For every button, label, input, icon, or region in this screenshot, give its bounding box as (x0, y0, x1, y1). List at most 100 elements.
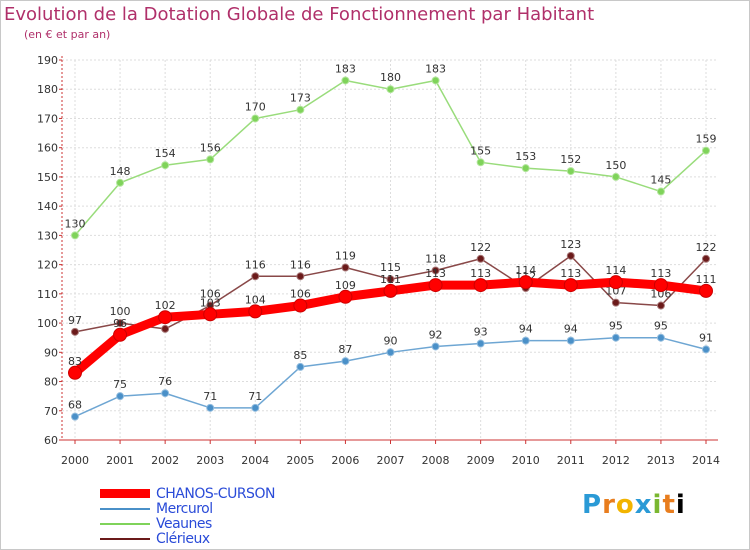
data-label-veaunes: 170 (245, 100, 266, 113)
data-point-cl-rieux (431, 266, 440, 275)
data-point-chanos-curson (203, 307, 218, 322)
data-label-cl-rieux: 118 (425, 252, 446, 265)
data-label-veaunes: 183 (335, 62, 356, 75)
data-point-veaunes (521, 164, 530, 173)
legend-label: Mercurol (156, 500, 213, 517)
data-point-chanos-curson (158, 310, 173, 325)
data-label-chanos-curson: 113 (425, 267, 446, 280)
legend-swatch (100, 489, 150, 498)
legend-item: Mercurol (100, 500, 275, 517)
data-point-cl-rieux (296, 272, 305, 281)
chart-title: Evolution de la Dotation Globale de Fonc… (4, 4, 595, 25)
y-tick-label: 70 (44, 405, 58, 418)
data-point-cl-rieux (566, 251, 575, 260)
data-point-cl-rieux (71, 327, 79, 336)
data-label-chanos-curson: 111 (380, 273, 401, 286)
legend-label: Clérieux (156, 530, 210, 547)
data-point-chanos-curson (68, 365, 82, 380)
data-label-veaunes: 148 (110, 165, 131, 178)
x-tick-label: 2007 (377, 454, 405, 467)
data-point-veaunes (611, 172, 620, 181)
data-point-mercurol (71, 412, 79, 421)
data-point-veaunes (566, 167, 575, 176)
data-label-veaunes: 173 (290, 92, 311, 105)
data-point-veaunes (476, 158, 485, 167)
data-point-mercurol (521, 336, 530, 345)
data-point-chanos-curson (248, 304, 263, 319)
data-point-mercurol (656, 333, 665, 342)
data-label-cl-rieux: 122 (470, 241, 491, 254)
proxiti-logo: Proxiti (582, 490, 686, 520)
data-point-cl-rieux (161, 324, 170, 333)
data-point-cl-rieux (702, 254, 710, 263)
data-label-veaunes: 183 (425, 62, 446, 75)
data-label-veaunes: 156 (200, 141, 221, 154)
data-label-veaunes: 155 (470, 144, 491, 157)
x-tick-label: 2006 (331, 454, 359, 467)
data-label-veaunes: 152 (560, 153, 581, 166)
data-label-mercurol: 95 (609, 320, 623, 333)
x-tick-label: 2003 (196, 454, 224, 467)
data-point-veaunes (116, 178, 125, 187)
legend-item: Veaunes (100, 516, 275, 532)
y-tick-label: 120 (37, 259, 58, 272)
data-label-cl-rieux: 97 (68, 314, 82, 327)
data-point-chanos-curson (473, 278, 488, 293)
data-label-cl-rieux: 107 (605, 285, 626, 298)
data-point-chanos-curson (383, 283, 398, 298)
data-label-chanos-curson: 103 (200, 296, 221, 309)
data-label-mercurol: 71 (248, 390, 262, 403)
data-label-veaunes: 159 (696, 133, 717, 146)
x-tick-label: 2001 (106, 454, 134, 467)
x-tick-label: 2000 (61, 454, 89, 467)
data-point-mercurol (161, 389, 170, 398)
data-label-cl-rieux: 116 (245, 258, 266, 271)
legend-swatch (100, 537, 150, 540)
data-point-mercurol (251, 403, 260, 412)
data-label-chanos-curson: 104 (245, 293, 266, 306)
data-point-cl-rieux (116, 319, 125, 328)
data-label-mercurol: 94 (564, 323, 578, 336)
legend-swatch (100, 507, 150, 510)
y-tick-label: 160 (37, 142, 58, 155)
data-point-mercurol (611, 333, 620, 342)
data-point-chanos-curson (338, 289, 353, 304)
data-label-chanos-curson: 113 (650, 267, 671, 280)
data-label-mercurol: 91 (699, 331, 713, 344)
x-tick-label: 2009 (467, 454, 495, 467)
data-point-chanos-curson (563, 278, 578, 293)
data-point-mercurol (341, 357, 350, 366)
data-label-cl-rieux: 119 (335, 250, 356, 263)
data-label-veaunes: 180 (380, 71, 401, 84)
data-label-chanos-curson: 111 (696, 273, 717, 286)
data-point-veaunes (386, 85, 395, 94)
data-label-mercurol: 87 (338, 343, 352, 356)
data-point-veaunes (341, 76, 350, 85)
data-label-mercurol: 76 (158, 375, 172, 388)
data-label-mercurol: 95 (654, 320, 668, 333)
data-point-veaunes (251, 114, 260, 123)
data-point-mercurol (386, 348, 395, 357)
x-tick-label: 2005 (286, 454, 314, 467)
data-point-veaunes (702, 146, 710, 155)
data-label-cl-rieux: 100 (110, 305, 131, 318)
x-tick-label: 2008 (422, 454, 450, 467)
data-label-chanos-curson: 114 (605, 264, 626, 277)
data-label-chanos-curson: 96 (113, 317, 127, 330)
logo-letter: P (582, 490, 603, 520)
logo-letter: x (634, 490, 653, 520)
data-label-veaunes: 154 (155, 147, 176, 160)
data-point-veaunes (656, 187, 665, 196)
y-tick-label: 110 (37, 288, 58, 301)
data-label-mercurol: 71 (203, 390, 217, 403)
data-label-mercurol: 85 (293, 349, 307, 362)
data-point-veaunes (431, 76, 440, 85)
data-point-chanos-curson (608, 275, 623, 290)
data-point-chanos-curson (113, 327, 128, 342)
y-tick-label: 170 (37, 112, 58, 125)
legend: CHANOS-CURSON Mercurol Veaunes Clérieux (100, 486, 275, 547)
data-label-mercurol: 68 (68, 399, 82, 412)
x-tick-label: 2004 (241, 454, 269, 467)
y-tick-label: 150 (37, 171, 58, 184)
